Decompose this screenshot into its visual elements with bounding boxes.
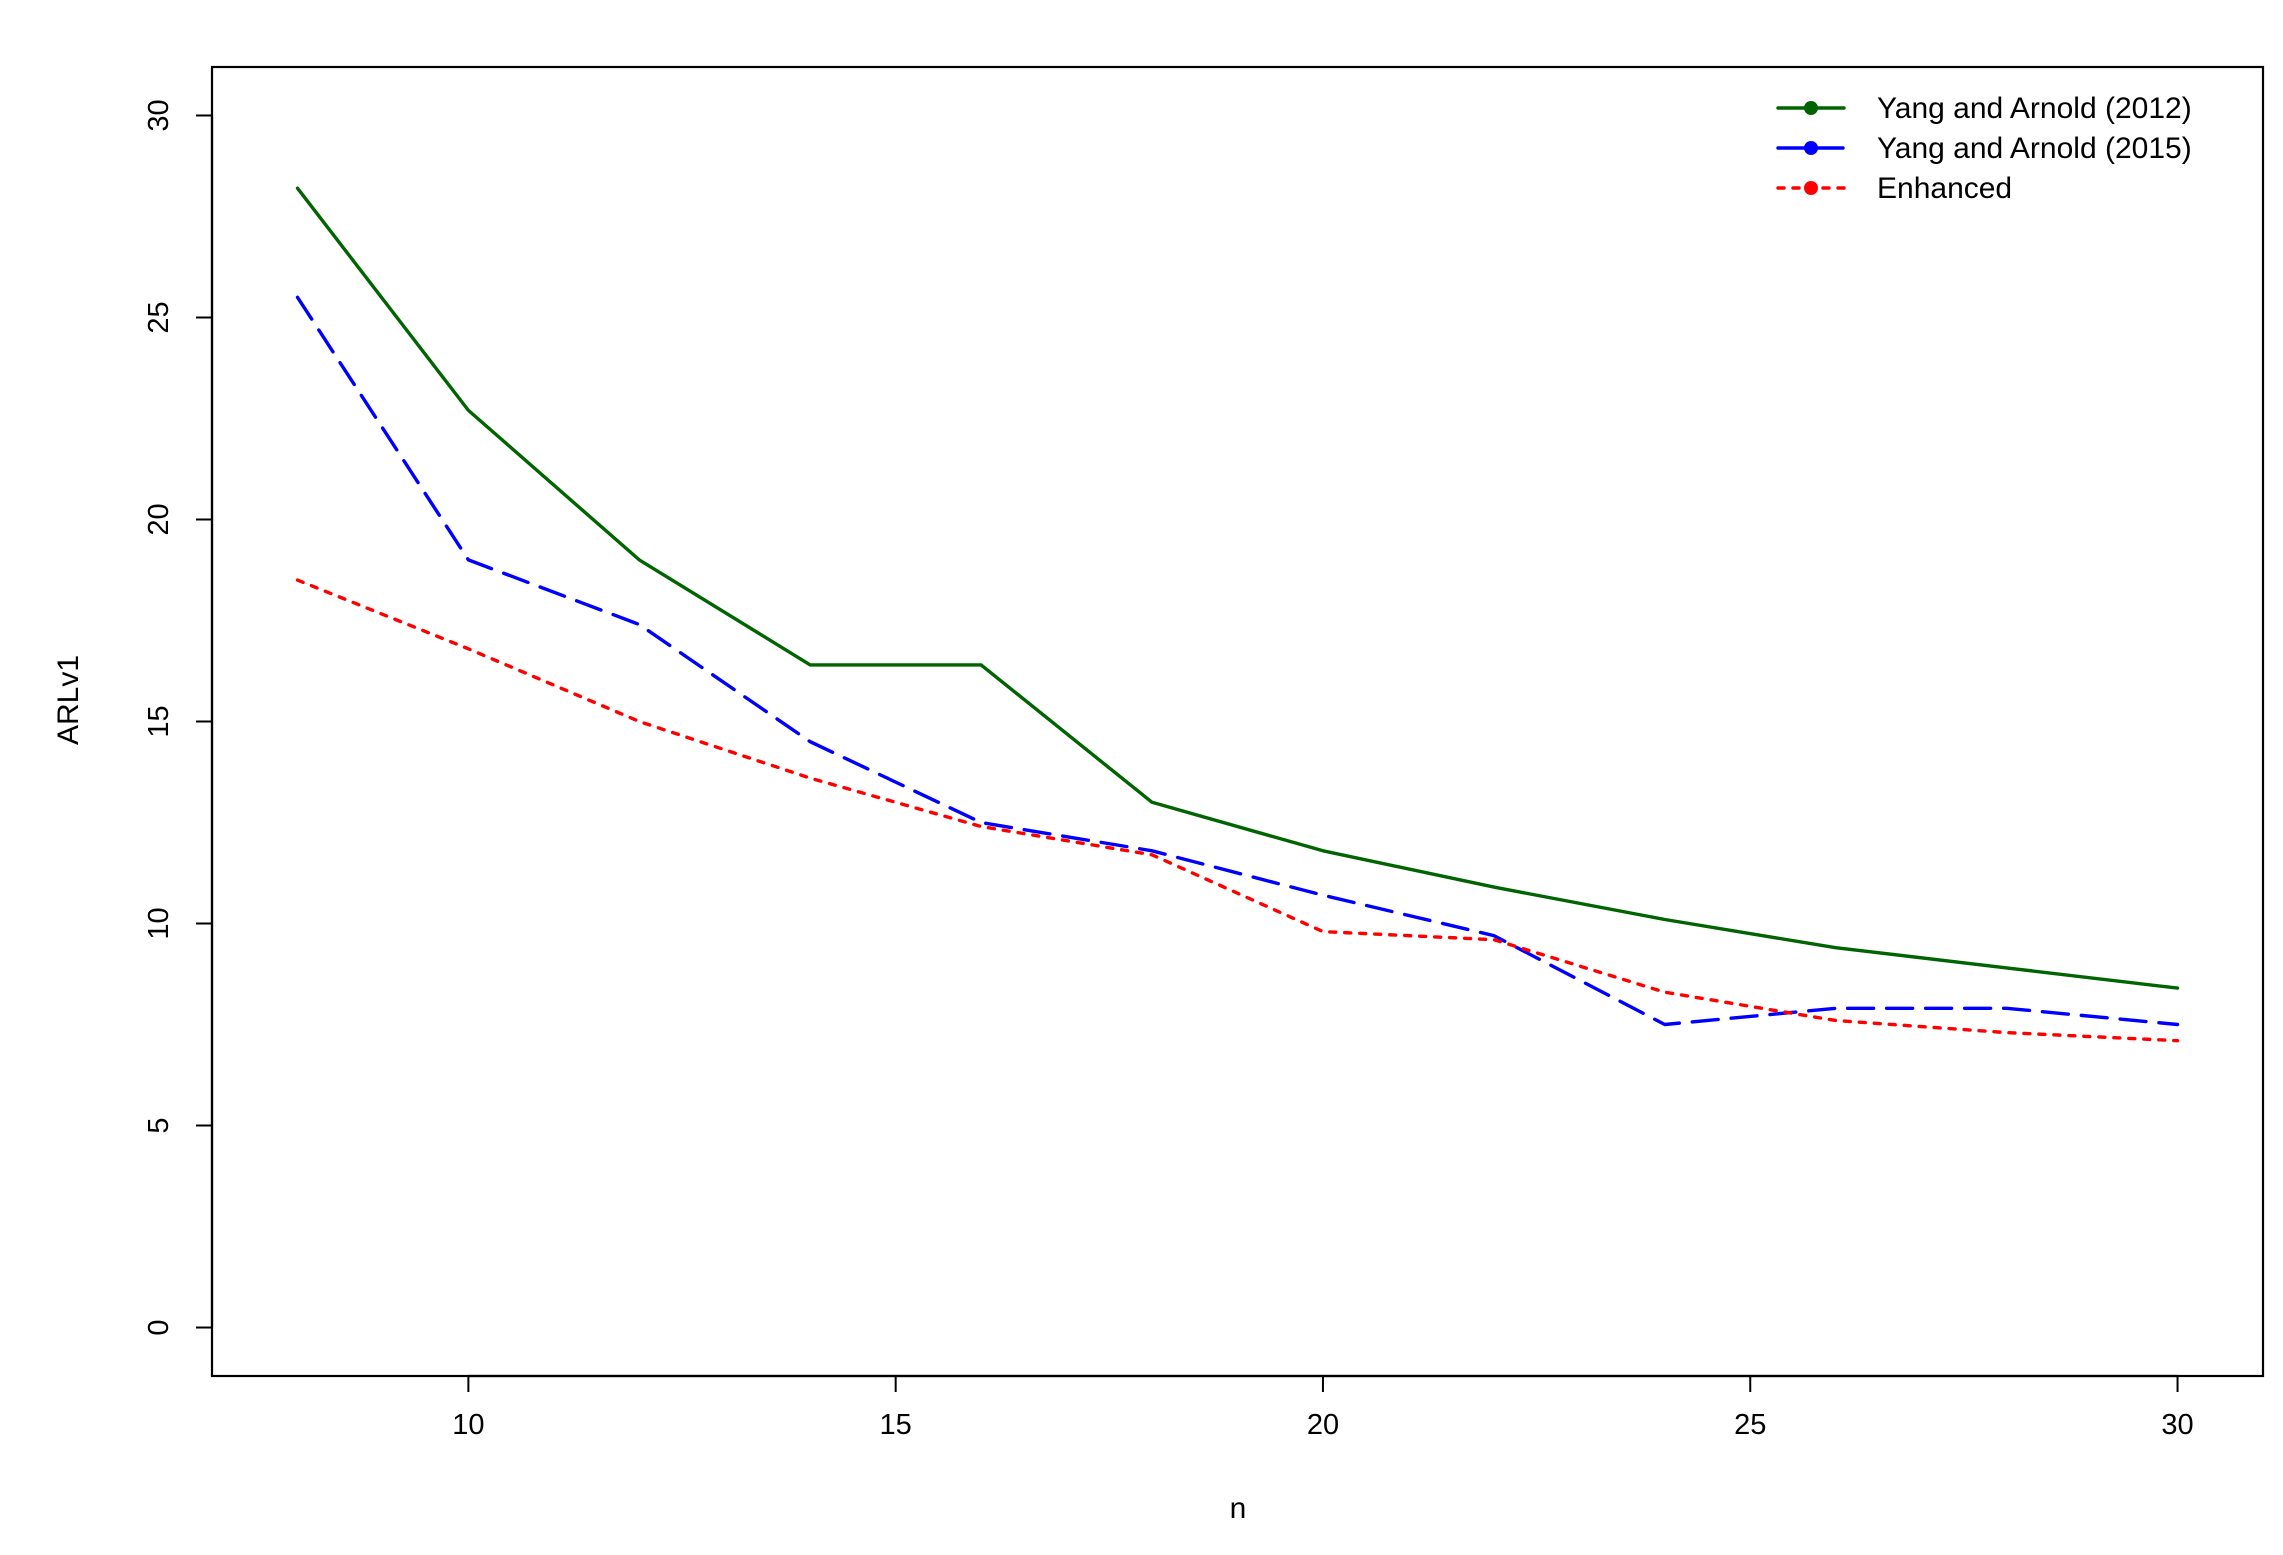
- plot-area: [294, 185, 2181, 1044]
- data-point: [1662, 989, 1668, 995]
- data-point: [1491, 937, 1497, 943]
- data-point: [465, 407, 471, 413]
- y-tick-label: 20: [143, 503, 175, 535]
- x-tick-label: 15: [880, 1409, 912, 1441]
- y-tick-label: 15: [143, 705, 175, 737]
- data-point: [2175, 1038, 2181, 1044]
- data-point: [1833, 945, 1839, 951]
- data-point: [807, 739, 813, 745]
- series-line-1: [295, 186, 2180, 990]
- data-point: [465, 646, 471, 652]
- y-tick-label: 10: [143, 907, 175, 939]
- y-axis-label: ARLv1: [52, 655, 85, 745]
- data-point: [807, 662, 813, 668]
- x-tick-label: 10: [452, 1409, 484, 1441]
- data-point: [2004, 1030, 2010, 1036]
- legend-marker-1: [1804, 101, 1818, 115]
- data-point: [636, 719, 642, 725]
- data-point: [1491, 884, 1497, 890]
- legend-marker-3: [1804, 181, 1818, 195]
- data-point: [978, 662, 984, 668]
- axes: 10 15 20 25 30 0 5 10 15 20 25 30: [143, 65, 2265, 1441]
- data-point: [1320, 892, 1326, 898]
- data-point: [294, 294, 300, 300]
- data-point: [1320, 848, 1326, 854]
- legend-label-3: Enhanced: [1877, 172, 2012, 205]
- data-point: [978, 824, 984, 830]
- legend-marker-2: [1804, 141, 1818, 155]
- data-point: [1662, 1022, 1668, 1028]
- data-point: [1149, 799, 1155, 805]
- x-axis-label: n: [1230, 1492, 1247, 1525]
- data-point: [636, 622, 642, 628]
- x-tick-label: 30: [2161, 1409, 2193, 1441]
- y-tick-label: 0: [143, 1319, 175, 1335]
- data-point: [2004, 965, 2010, 971]
- data-point: [807, 775, 813, 781]
- data-point: [294, 577, 300, 583]
- data-point: [294, 185, 300, 191]
- legend-label-1: Yang and Arnold (2012): [1877, 92, 2192, 125]
- y-tick-label: 5: [143, 1117, 175, 1133]
- y-tick-label: 25: [143, 301, 175, 333]
- legend-label-2: Yang and Arnold (2015): [1877, 132, 2192, 165]
- data-point: [1149, 852, 1155, 858]
- data-point: [1833, 1005, 1839, 1011]
- data-point: [465, 557, 471, 563]
- data-point: [1320, 929, 1326, 935]
- data-point: [1833, 1017, 1839, 1023]
- y-tick-label: 30: [143, 99, 175, 131]
- data-point: [2175, 985, 2181, 991]
- x-tick-label: 25: [1734, 1409, 1766, 1441]
- x-tick-label: 20: [1307, 1409, 1339, 1441]
- data-point: [2175, 1022, 2181, 1028]
- legend: Yang and Arnold (2012) Yang and Arnold (2…: [1776, 92, 2192, 205]
- data-point: [2004, 1005, 2010, 1011]
- series-line-2: [295, 295, 2180, 1027]
- data-point: [636, 557, 642, 563]
- series-line-3: [295, 578, 2180, 1043]
- data-point: [1662, 916, 1668, 922]
